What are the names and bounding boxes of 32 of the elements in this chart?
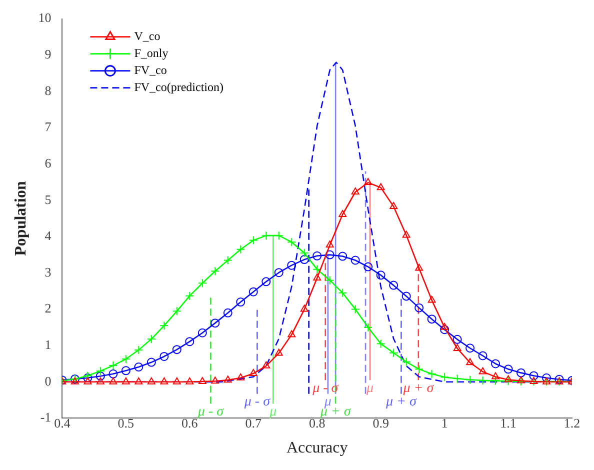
y-tick-label: 7: [44, 119, 52, 134]
annotation: μ - σ: [243, 394, 272, 410]
y-tick-label: 8: [44, 82, 52, 98]
y-tick-label: 6: [44, 155, 52, 170]
y-tick-label: 3: [44, 264, 52, 280]
legend-label: FV_co: [134, 62, 167, 77]
y-tick-label: 1: [44, 337, 52, 352]
x-tick-label: 0.9: [372, 415, 389, 430]
y-axis-title: Population: [12, 181, 30, 256]
x-tick-label: 1: [441, 415, 448, 430]
legend-label: FV_co(prediction): [134, 80, 224, 94]
y-tick-label: 2: [44, 300, 52, 316]
x-tick-label: 0.4: [54, 415, 71, 430]
x-tick-label: 1.2: [564, 415, 580, 430]
x-tick-label: 1.1: [500, 415, 516, 430]
y-tick-label: 5: [44, 192, 52, 207]
y-tick-label: 9: [44, 46, 52, 62]
x-tick-label: 0.5: [118, 415, 134, 430]
y-tick-label: 10: [38, 10, 52, 26]
y-tick-label: -1: [40, 410, 52, 425]
legend-label: V_co: [134, 28, 160, 43]
legend-label: F_only: [134, 46, 168, 60]
annotation: μ: [268, 404, 277, 420]
x-axis-title: Accuracy: [286, 440, 348, 457]
annotation: μ: [365, 380, 374, 396]
annotation: μ - σ: [196, 404, 225, 420]
x-tick-label: 0.7: [245, 415, 262, 430]
y-tick-label: 0: [44, 373, 52, 388]
annotation: μ + σ: [385, 394, 418, 410]
x-tick-label: 0.6: [182, 415, 198, 430]
y-tick-label: 4: [44, 228, 52, 244]
annotation: μ + σ: [402, 380, 435, 396]
